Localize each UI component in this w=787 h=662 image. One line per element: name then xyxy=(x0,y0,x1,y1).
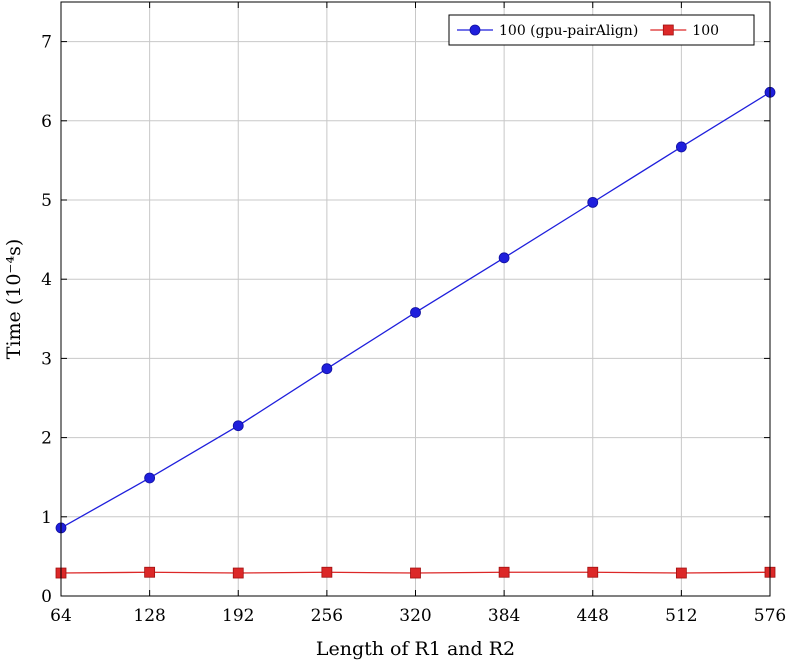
y-tick-label: 7 xyxy=(41,33,52,53)
legend-item-1: 100 (gpu-pairAlign) xyxy=(457,23,638,39)
data-point xyxy=(498,252,510,264)
y-tick-label: 5 xyxy=(41,191,52,211)
legend-item-2: 100 xyxy=(650,23,719,39)
x-tick-label: 256 xyxy=(311,606,343,626)
legend-label: 100 (gpu-pairAlign) xyxy=(499,23,638,39)
x-tick-label: 192 xyxy=(222,606,254,626)
x-tick-label: 128 xyxy=(133,606,165,626)
series-2 xyxy=(55,566,776,579)
legend-label: 100 xyxy=(692,23,719,39)
x-tick-label: 448 xyxy=(577,606,609,626)
legend-marker xyxy=(469,24,481,36)
data-point xyxy=(321,566,333,578)
data-point xyxy=(144,472,156,484)
y-tick-label: 1 xyxy=(41,508,52,528)
y-tick-label: 6 xyxy=(41,112,52,132)
data-point xyxy=(321,363,333,375)
legend-box xyxy=(448,14,755,46)
legend-marker xyxy=(662,24,674,36)
data-point xyxy=(587,566,599,578)
y-tick-label: 0 xyxy=(41,587,52,607)
y-tick-label: 3 xyxy=(41,349,52,369)
series-1 xyxy=(55,86,776,534)
axis-ticks: 64 128 192 256 320 384 448 512 576 0 1 2 3 4 5 6 7 xyxy=(41,2,786,626)
x-tick-label: 576 xyxy=(754,606,786,626)
data-point xyxy=(675,567,687,579)
x-tick-label: 320 xyxy=(399,606,431,626)
x-tick-label: 512 xyxy=(665,606,697,626)
data-point xyxy=(675,141,687,153)
grid xyxy=(60,2,771,597)
x-axis-title: Length of R1 and R2 xyxy=(316,638,515,660)
x-tick-label: 384 xyxy=(488,606,520,626)
legend: 100 (gpu-pairAlign) 100 xyxy=(448,14,755,46)
data-point xyxy=(410,307,421,318)
data-point xyxy=(498,566,510,578)
data-point xyxy=(587,196,599,208)
y-axis-title: Time (10⁻⁴s) xyxy=(3,239,25,359)
data-point xyxy=(232,420,244,432)
data-point xyxy=(232,567,244,579)
x-tick-label: 64 xyxy=(50,606,72,626)
data-point xyxy=(144,566,156,578)
y-tick-label: 2 xyxy=(41,429,52,449)
y-tick-label: 4 xyxy=(41,270,52,290)
data-point xyxy=(410,567,421,579)
